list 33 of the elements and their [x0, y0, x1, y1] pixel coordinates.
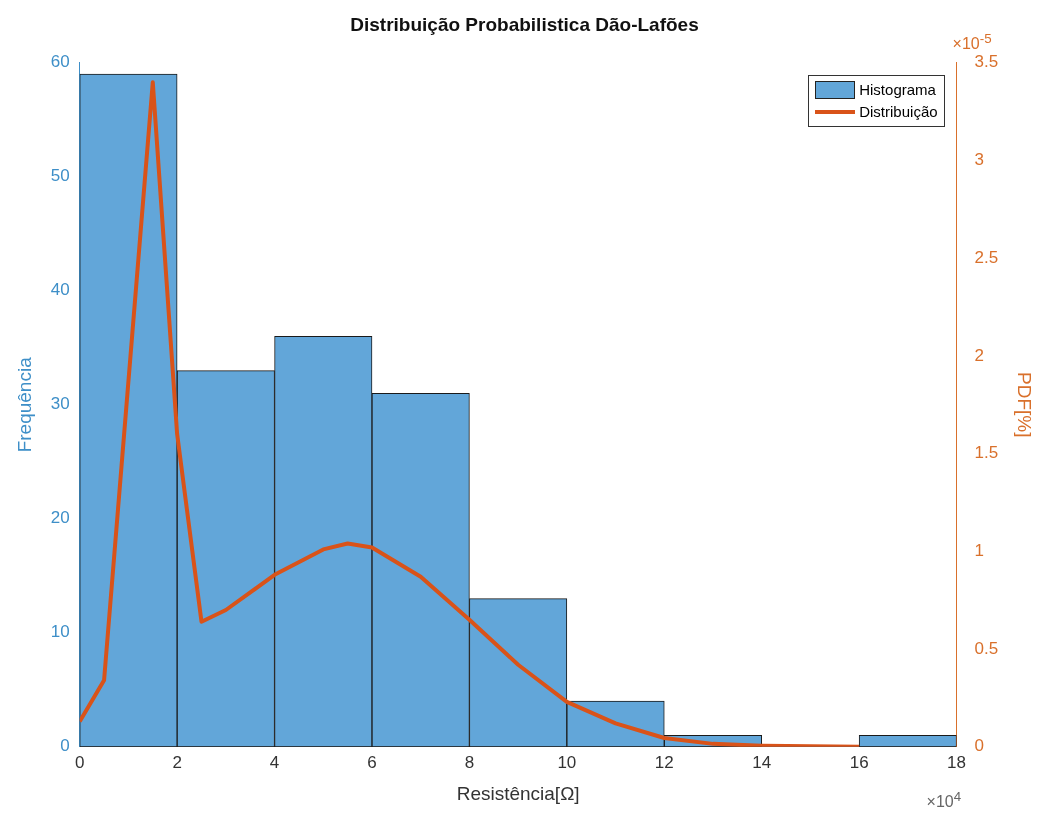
legend-label: Distribuição: [859, 103, 938, 121]
y-tick-label: 60: [50, 52, 70, 72]
x-tick-label: 18: [947, 752, 967, 772]
y2-tick-label: 0.5: [974, 638, 999, 658]
y2-tick-label: 2.5: [974, 247, 999, 267]
x-tick-label: 10: [557, 752, 577, 772]
y-tick-label: 30: [50, 394, 70, 414]
y2-tick-label: 3.5: [974, 52, 999, 72]
y2-tick-label: 1.5: [974, 443, 999, 463]
legend-label: Histograma: [859, 81, 936, 99]
y2-tick-label: 0: [974, 736, 985, 756]
chart-title: Distribuição Probabilistica Dão-Lafões: [350, 13, 699, 35]
y-tick-label: 50: [50, 166, 70, 186]
y-tick-label: 10: [50, 622, 70, 642]
y-tick-label: 20: [50, 508, 70, 528]
text: ×10$^{-5}$: [952, 30, 992, 54]
x-axis-title: Resistência[Ω]: [456, 782, 580, 804]
text: ×10$^{4}$: [926, 788, 962, 812]
x-tick-label: 2: [172, 752, 182, 772]
y2-tick-label: 3: [974, 150, 985, 170]
x-tick-label: 4: [269, 752, 280, 772]
y2-tick-label: 2: [974, 345, 985, 365]
x-tick-label: 14: [752, 752, 772, 772]
y-axis-title: Frequência: [13, 356, 35, 453]
y2-axis-title: PDF[%]: [1014, 372, 1036, 438]
x-tick-label: 6: [367, 752, 377, 772]
x-tick-label: 8: [464, 752, 475, 772]
x-tick-label: 0: [74, 752, 85, 772]
y-tick-label: 40: [50, 280, 70, 300]
x-tick-label: 12: [654, 752, 674, 772]
y2-tick-label: 1: [974, 541, 985, 561]
x-tick-label: 16: [849, 752, 869, 772]
y-tick-label: 0: [60, 736, 70, 756]
